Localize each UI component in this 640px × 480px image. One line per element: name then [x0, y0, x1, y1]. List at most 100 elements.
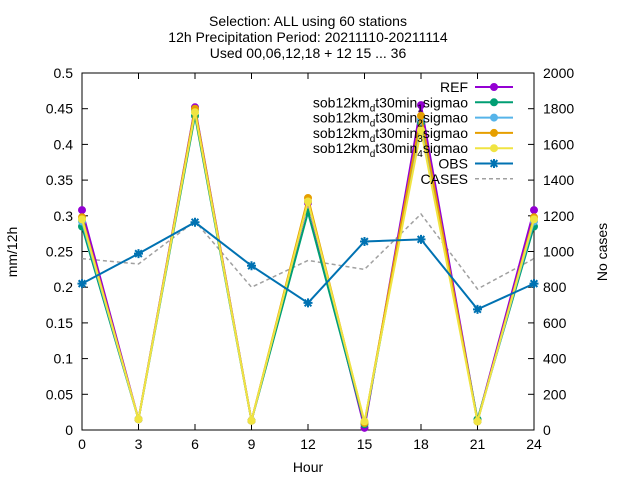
legend-entry: sob12kmdt30min3sigmao	[313, 125, 513, 145]
y2-tick-label: 2000	[543, 65, 574, 81]
y2-tick-label: 1000	[543, 244, 574, 260]
data-point	[247, 261, 256, 271]
legend-label-part: sigmao	[423, 110, 468, 126]
legend-label-part: d	[370, 149, 376, 160]
legend-label-part: sob12km	[313, 110, 370, 126]
data-point	[473, 304, 482, 314]
y-tick-label: 0.35	[46, 172, 73, 188]
legend-swatch-marker	[490, 113, 498, 122]
legend-label-part: 3	[417, 134, 423, 145]
legend-label-part: d	[370, 103, 376, 114]
series-line	[81, 221, 535, 311]
legend-label-part: t30min	[375, 125, 417, 141]
legend-swatch-marker	[490, 128, 498, 137]
data-point	[473, 417, 482, 426]
x-tick-label: 15	[357, 436, 373, 452]
title-line: 12h Precipitation Period: 20211110-20211…	[168, 29, 448, 45]
y2-tick-label: 200	[543, 386, 567, 402]
legend-label-part: t30min	[375, 140, 417, 156]
series-5	[77, 217, 539, 314]
legend-entry: REF	[440, 79, 513, 95]
y-tick-label: 0.15	[46, 315, 73, 331]
data-point	[190, 217, 200, 227]
data-point	[134, 415, 143, 424]
legend-label-part: 1	[417, 103, 423, 114]
legend-swatch-marker	[490, 83, 498, 91]
data-point	[191, 108, 199, 117]
legend-label: sob12kmdt30min1sigmao	[313, 94, 468, 114]
series-line	[81, 212, 535, 290]
legend-entry: sob12kmdt30min2sigmao	[313, 110, 513, 130]
legend-entry: sob12kmdt30min4sigmao	[313, 140, 513, 160]
data-point	[303, 298, 313, 308]
axis-ticks: 0 3 6 9 12 15 18 21 2400.050.10.150.20.250.30.35…	[46, 65, 575, 452]
data-point	[78, 206, 86, 215]
legend-label-part: sigmao	[423, 94, 468, 110]
legend-label: sob12kmdt30min4sigmao	[313, 140, 468, 160]
legend-swatch-marker	[490, 98, 498, 107]
y-tick-label: 0.4	[54, 136, 74, 152]
data-point	[78, 215, 86, 224]
series-6	[81, 212, 535, 290]
legend: REFsob12kmdt30min1sigmaosob12kmdt30min2s…	[313, 79, 513, 187]
legend-label-part: sob12km	[313, 140, 370, 156]
x-tick-label: 3	[135, 436, 143, 452]
data-point	[530, 206, 538, 215]
y-tick-label: 0	[65, 422, 73, 438]
legend-label-part: sob12km	[313, 94, 370, 110]
legend-label-part: sigmao	[423, 140, 468, 156]
data-point	[417, 111, 425, 120]
legend-label-part: sigmao	[423, 125, 468, 141]
data-point	[304, 197, 312, 206]
y-axis-label: mm/12h	[4, 227, 20, 278]
legend-label-part: t30min	[375, 110, 417, 126]
data-point	[360, 417, 369, 426]
series-0	[78, 101, 538, 432]
y2-tick-label: 600	[543, 315, 567, 331]
legend-label: sob12kmdt30min3sigmao	[313, 125, 468, 145]
y2-tick-label: 800	[543, 279, 567, 295]
y2-tick-label: 400	[543, 351, 567, 367]
y2-axis-label: No cases	[594, 223, 610, 281]
title-line: Used 00,06,12,18 + 12 15 ... 36	[210, 45, 407, 61]
legend-entry: sob12kmdt30min1sigmao	[313, 94, 513, 114]
y-tick-label: 0.3	[54, 208, 74, 224]
legend-label: CASES	[421, 171, 468, 187]
legend-label-part: 2	[417, 119, 423, 130]
x-tick-label: 18	[413, 436, 429, 452]
y2-tick-label: 1200	[543, 208, 574, 224]
y-tick-label: 0.25	[46, 244, 73, 260]
legend-label: sob12kmdt30min2sigmao	[313, 110, 468, 130]
y-tick-label: 0.05	[46, 386, 73, 402]
y2-tick-label: 1600	[543, 136, 574, 152]
legend-label: OBS	[438, 156, 468, 172]
title-line: Selection: ALL using 60 stations	[209, 13, 407, 29]
y-tick-label: 0.5	[54, 65, 74, 81]
data-point	[134, 249, 143, 259]
data-point	[417, 126, 425, 135]
series-4	[78, 108, 538, 426]
series-layer	[77, 101, 539, 432]
x-tick-label: 9	[248, 436, 256, 452]
y2-tick-label: 1800	[543, 101, 574, 117]
legend-label-part: sob12km	[313, 125, 370, 141]
data-point	[529, 279, 539, 289]
x-tick-label: 12	[300, 436, 316, 452]
legend-label-part: d	[370, 119, 376, 130]
legend-entry: OBS	[438, 156, 513, 172]
data-point	[530, 215, 538, 224]
data-point	[416, 234, 426, 244]
legend-label: REF	[440, 79, 468, 95]
y-tick-label: 0.45	[46, 101, 73, 117]
x-tick-label: 6	[191, 436, 199, 452]
x-axis-label: Hour	[293, 459, 324, 475]
data-point	[417, 101, 425, 110]
data-point	[77, 279, 87, 289]
legend-label-part: t30min	[375, 94, 417, 110]
legend-label-part: d	[370, 134, 376, 145]
x-tick-label: 0	[78, 436, 86, 452]
legend-label-part: 4	[417, 149, 423, 160]
legend-swatch-marker	[489, 159, 499, 168]
x-tick-label: 21	[470, 436, 486, 452]
